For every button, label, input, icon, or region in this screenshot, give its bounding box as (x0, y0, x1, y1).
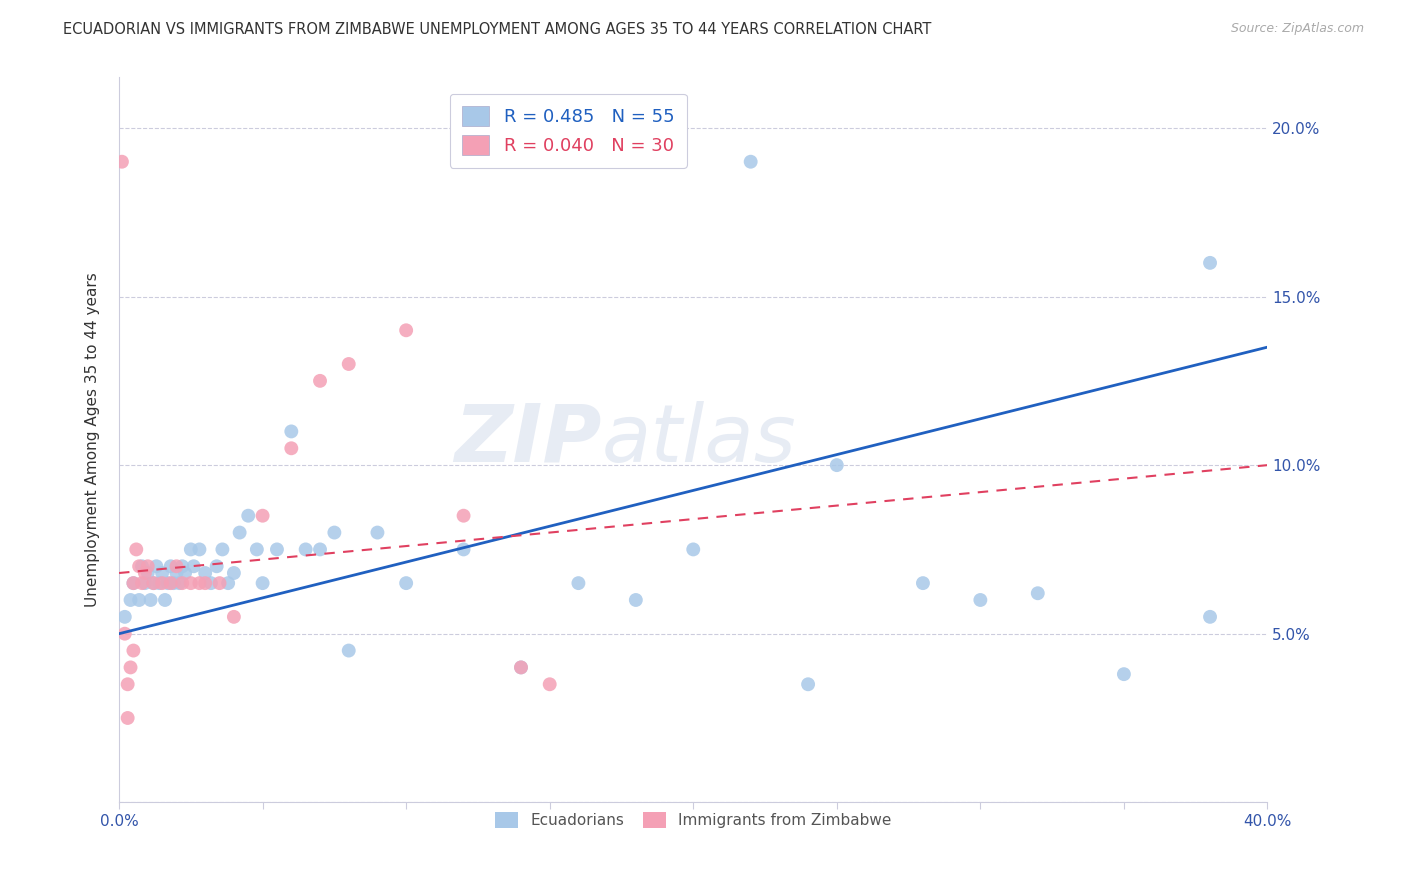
Point (180, 576, 202, 591)
Point (280, 442, 302, 456)
Point (142, 576, 165, 591)
Y-axis label: Unemployment Among Ages 35 to 44 years: Unemployment Among Ages 35 to 44 years (86, 272, 100, 607)
Point (131, 576, 153, 591)
Point (153, 593, 176, 607)
Point (156, 576, 179, 591)
Point (205, 559, 228, 574)
Point (309, 542, 332, 557)
Point (159, 576, 181, 591)
Point (1199, 610, 1222, 624)
Legend: Ecuadorians, Immigrants from Zimbabwe: Ecuadorians, Immigrants from Zimbabwe (489, 806, 897, 835)
Point (624, 593, 647, 607)
Point (188, 542, 211, 557)
Point (797, 677, 820, 691)
Point (911, 576, 934, 591)
Point (510, 660, 533, 674)
Point (172, 576, 194, 591)
Point (194, 566, 217, 580)
Point (395, 323, 418, 337)
Point (131, 559, 153, 574)
Point (150, 566, 173, 580)
Point (217, 576, 239, 591)
Point (136, 566, 159, 580)
Point (183, 559, 205, 574)
Point (174, 566, 197, 580)
Text: ECUADORIAN VS IMMIGRANTS FROM ZIMBABWE UNEMPLOYMENT AMONG AGES 35 TO 44 YEARS CO: ECUADORIAN VS IMMIGRANTS FROM ZIMBABWE U… (63, 22, 932, 37)
Point (142, 576, 165, 591)
Point (150, 576, 173, 591)
Point (252, 508, 274, 523)
Point (172, 559, 194, 574)
Point (825, 458, 848, 472)
Point (159, 559, 181, 574)
Point (453, 542, 475, 557)
Point (134, 576, 156, 591)
Point (252, 576, 274, 591)
Point (166, 559, 188, 574)
Point (134, 566, 156, 580)
Point (538, 677, 561, 691)
Point (280, 425, 302, 439)
Point (567, 576, 589, 591)
Point (246, 542, 269, 557)
Point (180, 542, 202, 557)
Point (139, 593, 162, 607)
Point (682, 542, 704, 557)
Point (188, 576, 211, 591)
Point (200, 576, 222, 591)
Point (136, 559, 159, 574)
Point (969, 593, 991, 607)
Text: atlas: atlas (602, 401, 796, 479)
Point (395, 576, 418, 591)
Point (323, 525, 346, 540)
Text: Source: ZipAtlas.com: Source: ZipAtlas.com (1230, 22, 1364, 36)
Point (194, 576, 217, 591)
Point (1026, 586, 1049, 600)
Point (740, 154, 762, 169)
Point (211, 542, 233, 557)
Point (208, 576, 231, 591)
Point (122, 643, 145, 657)
Point (453, 508, 475, 523)
Point (148, 576, 170, 591)
Point (128, 559, 150, 574)
Point (114, 610, 136, 624)
Point (222, 610, 245, 624)
Point (266, 542, 288, 557)
Point (1112, 667, 1135, 681)
Point (125, 542, 148, 557)
Point (120, 660, 142, 674)
Point (120, 593, 142, 607)
Point (366, 525, 388, 540)
Point (162, 576, 184, 591)
Point (111, 154, 134, 169)
Point (128, 593, 150, 607)
Point (228, 525, 250, 540)
Point (169, 576, 191, 591)
Point (122, 576, 145, 591)
Text: ZIP: ZIP (454, 401, 602, 479)
Point (145, 559, 167, 574)
Point (510, 660, 533, 674)
Point (122, 576, 145, 591)
Point (222, 566, 245, 580)
Point (117, 677, 139, 691)
Point (309, 374, 332, 388)
Point (166, 566, 188, 580)
Point (294, 542, 316, 557)
Point (1199, 256, 1222, 270)
Point (238, 508, 260, 523)
Point (337, 357, 360, 371)
Point (337, 643, 360, 657)
Point (114, 626, 136, 640)
Point (117, 711, 139, 725)
